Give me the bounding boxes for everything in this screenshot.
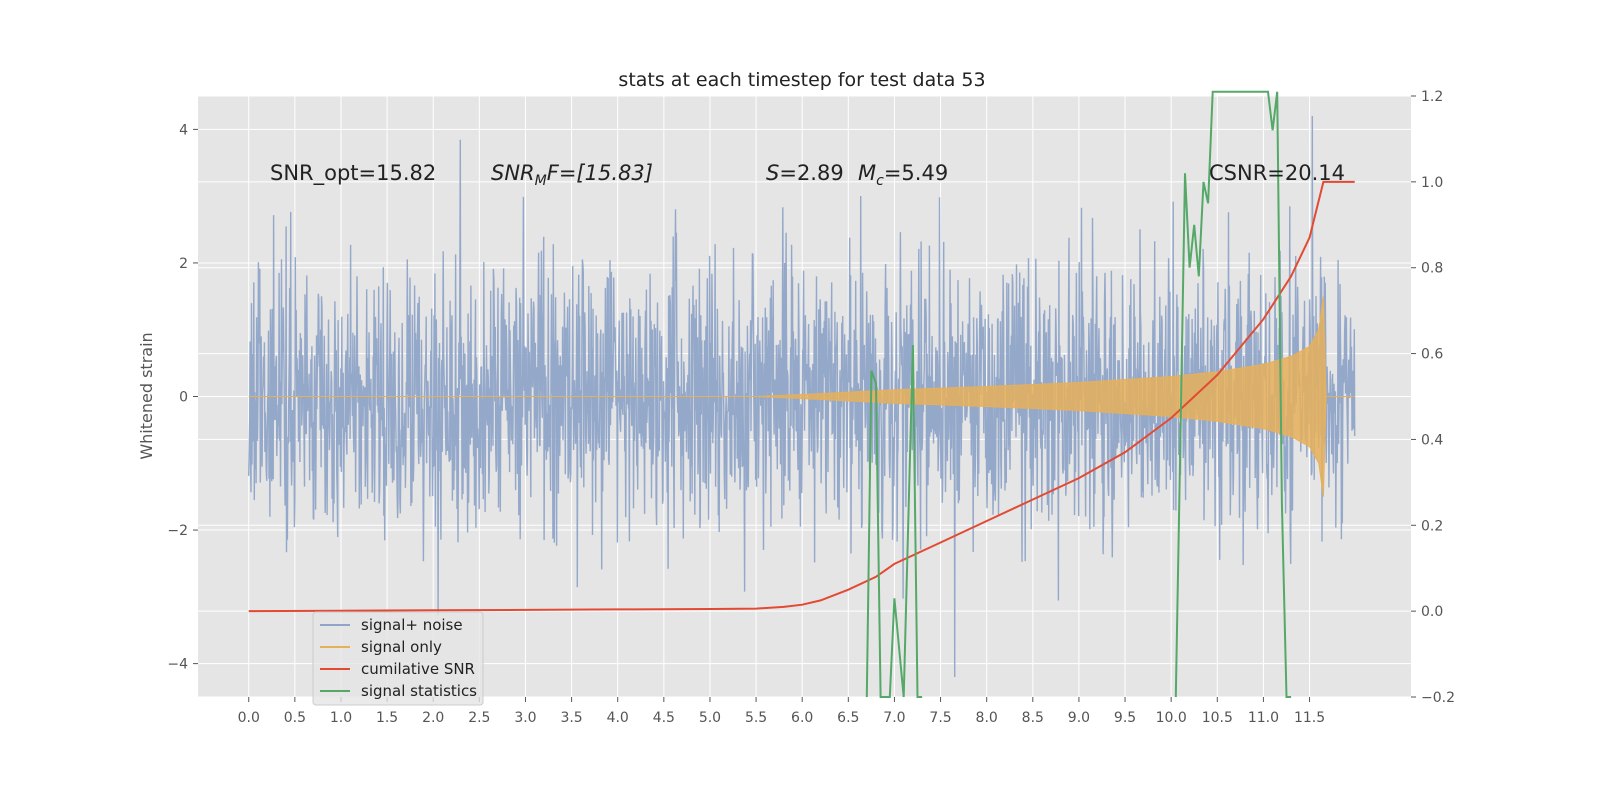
x-tick-label: 9.5 [1114, 710, 1136, 726]
x-tick-label: 6.5 [837, 710, 859, 726]
legend: signal+ noise signal only cumilative SNR… [312, 611, 484, 706]
x-tick-label: 3.5 [560, 710, 582, 726]
x-tick-label: 7.0 [883, 710, 905, 726]
annotation-snr-mf-suffix: F=[15.83] [547, 161, 653, 185]
y2-tick-label: −0.2 [1421, 690, 1455, 706]
x-tick-label: 0.0 [238, 710, 260, 726]
y2-tick-label: 0.4 [1421, 432, 1443, 448]
y2-tick-label: 0.6 [1421, 347, 1443, 363]
x-tick-label: 11.5 [1294, 710, 1325, 726]
y-tick-label: 2 [179, 256, 188, 272]
annotation-mc-value: =5.49 [884, 161, 948, 185]
y2-axis-ticks: 1.2 1.0 0.8 0.6 0.4 0.2 0.0 −0.2 [1411, 89, 1455, 706]
y2-tick-label: 0.0 [1421, 604, 1443, 620]
y2-tick-label: 0.8 [1421, 261, 1443, 277]
legend-label-signal-statistics: signal statistics [361, 682, 477, 700]
legend-frame [312, 611, 484, 706]
x-tick-label: 1.0 [330, 710, 352, 726]
legend-label-signal-only: signal only [361, 638, 442, 656]
y-axis-title: Whitened strain [137, 332, 156, 459]
x-tick-label: 9.0 [1068, 710, 1090, 726]
annotation-snr-opt: SNR_opt=15.82 [270, 161, 436, 186]
y2-tick-label: 1.2 [1421, 89, 1443, 105]
legend-label-cumulative-snr: cumilative SNR [361, 660, 475, 678]
cumulative-snr-line [248, 180, 1355, 613]
x-tick-label: 0.5 [284, 710, 306, 726]
series-signal-noise [248, 115, 1356, 678]
x-tick-label: 11.0 [1248, 710, 1279, 726]
y2-tick-label: 0.2 [1421, 518, 1443, 534]
x-tick-label: 2.5 [468, 710, 490, 726]
signal-statistics-line-b [1174, 90, 1292, 698]
annotation-csnr: CSNR=20.14 [1209, 161, 1345, 185]
x-tick-label: 8.5 [1022, 710, 1044, 726]
signal-only-band [248, 296, 1355, 497]
annotation-s-label: S [766, 161, 779, 185]
x-tick-label: 2.0 [422, 710, 444, 726]
annotation-snr-mf: SNRMF=[15.83] [491, 161, 653, 189]
annotation-mc: Mc=5.49 [858, 161, 948, 189]
x-tick-label: 5.0 [699, 710, 721, 726]
x-tick-label: 4.5 [653, 710, 675, 726]
y-axis-ticks: 4 2 0 −2 −4 [167, 122, 198, 673]
y-tick-label: −2 [167, 523, 188, 539]
series-signal-only [248, 296, 1355, 497]
series-cumulative-snr [248, 180, 1355, 613]
y-tick-label: −4 [167, 657, 188, 673]
annotation-s: S=2.89 [766, 161, 844, 185]
y-tick-label: 4 [179, 122, 188, 138]
annotation-snr-mf-prefix: SNR [491, 161, 535, 185]
x-tick-label: 6.0 [791, 710, 813, 726]
signal-noise-line [248, 115, 1356, 678]
signal-statistics-line-a [865, 344, 923, 698]
annotation-snr-mf-sub: M [535, 173, 547, 189]
x-tick-label: 3.0 [514, 710, 536, 726]
x-tick-label: 10.0 [1156, 710, 1187, 726]
x-tick-label: 4.0 [607, 710, 629, 726]
x-tick-label: 5.5 [745, 710, 767, 726]
x-tick-label: 1.5 [376, 710, 398, 726]
series-signal-statistics [865, 90, 1292, 698]
x-tick-label: 7.5 [929, 710, 951, 726]
x-axis-ticks: 0.0 0.5 1.0 1.5 2.0 2.5 3.0 3.5 4.0 4.5 5.0 5.5 6.0 6… [238, 697, 1325, 726]
legend-label-signal-noise: signal+ noise [361, 616, 463, 634]
chart-title: stats at each timestep for test data 53 [618, 69, 985, 91]
y-tick-label: 0 [179, 390, 188, 406]
x-tick-label: 8.0 [976, 710, 998, 726]
y2-tick-label: 1.0 [1421, 175, 1443, 191]
annotation-s-value: =2.89 [779, 161, 843, 185]
x-tick-label: 10.5 [1202, 710, 1233, 726]
annotation-mc-sub: c [876, 173, 884, 189]
annotation-mc-label: M [858, 161, 876, 185]
